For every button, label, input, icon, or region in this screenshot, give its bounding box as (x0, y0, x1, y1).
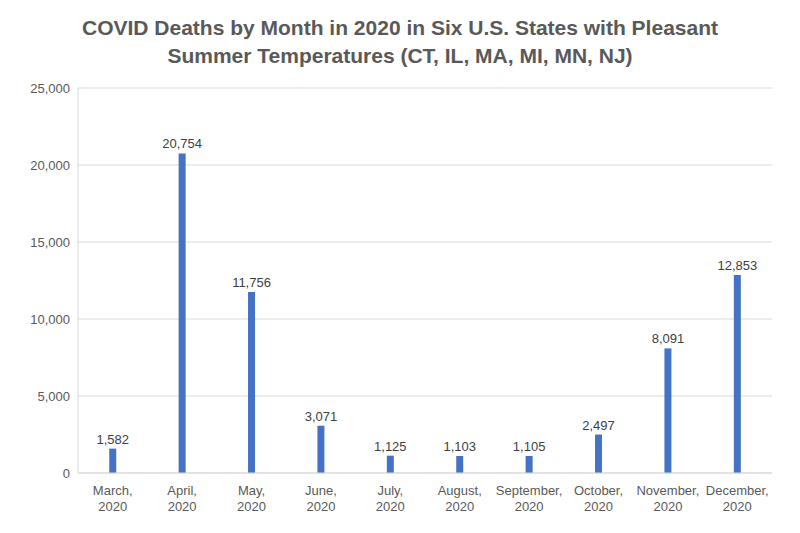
svg-text:July,2020: July,2020 (376, 483, 405, 514)
html-text:COVID Deaths by Month in 2020: COVID Deaths by Month in 2020 in Six U.S… (82, 16, 718, 67)
svg-text:May,2020: May,2020 (237, 483, 266, 514)
svg-text:11,756: 11,756 (232, 275, 271, 290)
svg-text:12,853: 12,853 (717, 258, 757, 273)
svg-text:1,582: 1,582 (96, 432, 129, 447)
svg-text:0: 0 (63, 466, 70, 481)
svg-text:3,071: 3,071 (305, 409, 338, 424)
svg-text:August,2020: August,2020 (438, 483, 482, 514)
svg-text:December,2020: December,2020 (706, 483, 769, 514)
svg-text:2,497: 2,497 (582, 418, 615, 433)
svg-text:15,000: 15,000 (30, 235, 70, 250)
svg-text:June,2020: June,2020 (305, 483, 337, 514)
svg-text:1,125: 1,125 (374, 439, 407, 454)
svg-text:1,103: 1,103 (443, 439, 476, 454)
svg-text:20,000: 20,000 (30, 158, 70, 173)
svg-text:10,000: 10,000 (30, 312, 70, 327)
svg-text:October,2020: October,2020 (574, 483, 623, 514)
svg-text:September,2020: September,2020 (496, 483, 563, 514)
svg-text:20,754: 20,754 (162, 136, 202, 151)
svg-text:25,000: 25,000 (30, 81, 70, 96)
svg-text:November,2020: November,2020 (636, 483, 699, 514)
svg-text:5,000: 5,000 (37, 389, 70, 404)
svg-text:March,2020: March,2020 (93, 483, 133, 514)
svg-text:April,2020: April,2020 (167, 483, 197, 514)
svg-text:1,105: 1,105 (513, 439, 546, 454)
svg-text:8,091: 8,091 (652, 331, 685, 346)
